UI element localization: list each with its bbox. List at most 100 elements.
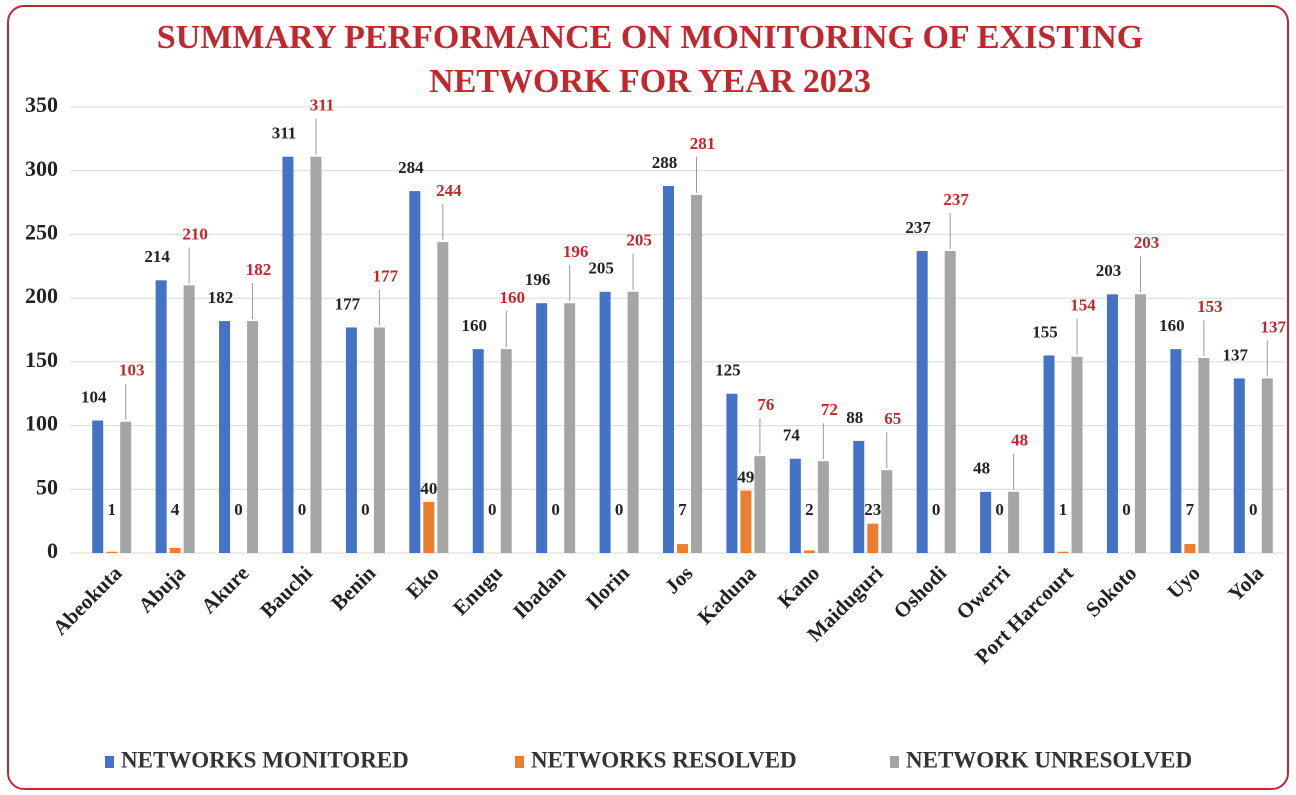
data-label: 214 (144, 247, 170, 266)
data-label: 311 (272, 124, 297, 143)
bar (1057, 551, 1069, 553)
data-label: 0 (488, 500, 497, 519)
data-label: 76 (757, 395, 774, 414)
chart-border (7, 5, 1289, 790)
data-label: 1 (1059, 500, 1068, 519)
bar (627, 291, 639, 553)
data-label: 155 (1032, 322, 1058, 341)
y-tick-label: 200 (25, 283, 58, 308)
data-label: 237 (905, 218, 931, 237)
bar (1008, 491, 1020, 553)
bar (1170, 349, 1182, 553)
data-label: 23 (864, 500, 881, 519)
bar (817, 461, 829, 553)
data-label: 154 (1070, 296, 1096, 315)
data-label: 74 (783, 426, 801, 445)
bar (754, 456, 766, 553)
data-label: 65 (884, 409, 901, 428)
bar (472, 349, 484, 553)
data-label: 4 (171, 500, 180, 519)
data-label: 103 (119, 361, 145, 380)
data-label: 205 (588, 259, 614, 278)
data-label: 0 (932, 500, 941, 519)
bar (1233, 378, 1245, 553)
data-label: 0 (615, 500, 624, 519)
bar (944, 250, 956, 553)
data-label: 125 (715, 361, 741, 380)
data-label: 196 (525, 270, 551, 289)
legend-label: NETWORKS MONITORED (121, 747, 409, 772)
bar (169, 547, 181, 553)
data-label: 237 (943, 190, 969, 209)
data-label: 40 (420, 479, 437, 498)
data-label: 210 (182, 224, 208, 243)
y-tick-label: 350 (25, 92, 58, 117)
data-label: 88 (846, 408, 863, 427)
bar (373, 327, 385, 553)
bar (599, 291, 611, 553)
y-tick-label: 50 (36, 474, 58, 499)
y-tick-label: 250 (25, 219, 58, 244)
bar (409, 191, 421, 554)
bar (120, 421, 132, 553)
y-tick-label: 300 (25, 156, 58, 181)
bar (92, 420, 104, 553)
bar (853, 440, 865, 553)
bar (345, 327, 357, 553)
bar (740, 490, 752, 553)
bar (247, 321, 259, 553)
data-label: 196 (563, 242, 589, 261)
legend-swatch (515, 756, 524, 768)
data-label: 2 (805, 500, 814, 519)
bar (1106, 294, 1118, 553)
data-label: 7 (1186, 500, 1195, 519)
legend-swatch (105, 756, 114, 768)
data-label: 104 (81, 387, 107, 406)
data-label: 0 (1122, 500, 1131, 519)
bar (663, 186, 674, 553)
y-tick-label: 0 (47, 538, 58, 563)
bar (1198, 358, 1210, 553)
data-label: 182 (246, 260, 272, 279)
legend-label: NETWORK UNRESOLVED (906, 747, 1192, 772)
data-label: 48 (1011, 431, 1028, 450)
bar (1261, 378, 1273, 553)
data-label: 311 (310, 96, 335, 115)
data-label: 203 (1134, 233, 1160, 252)
data-label: 288 (652, 153, 678, 172)
data-label: 0 (361, 500, 370, 519)
data-label: 0 (995, 500, 1004, 519)
chart-title: SUMMARY PERFORMANCE ON MONITORING OF EXI… (157, 19, 1143, 56)
legend-label: NETWORKS RESOLVED (531, 747, 797, 772)
bar (1043, 355, 1055, 553)
bar (106, 551, 118, 553)
y-tick-label: 150 (25, 347, 58, 372)
bar (726, 393, 738, 553)
data-label: 48 (973, 459, 990, 478)
data-label: 49 (737, 467, 754, 486)
data-label: 0 (298, 500, 307, 519)
bar (1134, 294, 1146, 553)
data-label: 160 (499, 288, 525, 307)
data-label: 182 (208, 288, 234, 307)
data-label: 7 (678, 500, 687, 519)
data-label: 203 (1096, 261, 1122, 280)
bar (803, 550, 815, 553)
data-label: 160 (1159, 316, 1185, 335)
bar (536, 303, 548, 553)
data-label: 177 (373, 266, 399, 285)
bar (691, 194, 702, 553)
data-label: 284 (398, 158, 424, 177)
bar (789, 458, 801, 553)
bar (980, 491, 992, 553)
bar (437, 242, 449, 553)
data-label: 72 (821, 400, 838, 419)
bar (881, 470, 893, 553)
data-label: 0 (1249, 500, 1258, 519)
chart-title: NETWORK FOR YEAR 2023 (429, 63, 871, 100)
data-label: 281 (690, 134, 716, 153)
data-label: 205 (626, 231, 652, 250)
data-label: 137 (1223, 345, 1249, 364)
data-label: 0 (551, 500, 560, 519)
